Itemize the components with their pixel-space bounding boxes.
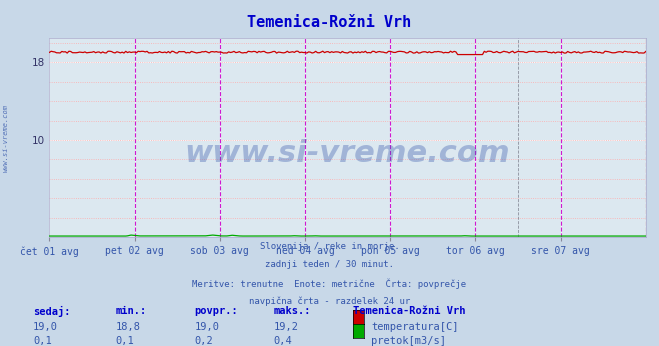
Text: temperatura[C]: temperatura[C] [371,322,459,332]
Text: 0,2: 0,2 [194,336,213,346]
Text: 19,2: 19,2 [273,322,299,332]
Text: navpična črta - razdelek 24 ur: navpična črta - razdelek 24 ur [249,296,410,306]
Text: maks.:: maks.: [273,306,311,316]
Text: zadnji teden / 30 minut.: zadnji teden / 30 minut. [265,260,394,269]
Text: 18,8: 18,8 [115,322,140,332]
Text: Temenica-Rožni Vrh: Temenica-Rožni Vrh [247,15,412,30]
Text: www.si-vreme.com: www.si-vreme.com [185,139,511,168]
Text: 0,4: 0,4 [273,336,292,346]
Text: Slovenija / reke in morje.: Slovenija / reke in morje. [260,242,399,251]
Text: sedaj:: sedaj: [33,306,71,317]
Text: pretok[m3/s]: pretok[m3/s] [371,336,446,346]
Text: Meritve: trenutne  Enote: metrične  Črta: povprečje: Meritve: trenutne Enote: metrične Črta: … [192,278,467,289]
Text: 0,1: 0,1 [33,336,51,346]
Text: povpr.:: povpr.: [194,306,238,316]
Text: www.si-vreme.com: www.si-vreme.com [2,104,9,172]
Text: min.:: min.: [115,306,146,316]
Text: 0,1: 0,1 [115,336,134,346]
Text: 19,0: 19,0 [194,322,219,332]
Text: Temenica-Rožni Vrh: Temenica-Rožni Vrh [353,306,465,316]
Text: 19,0: 19,0 [33,322,58,332]
